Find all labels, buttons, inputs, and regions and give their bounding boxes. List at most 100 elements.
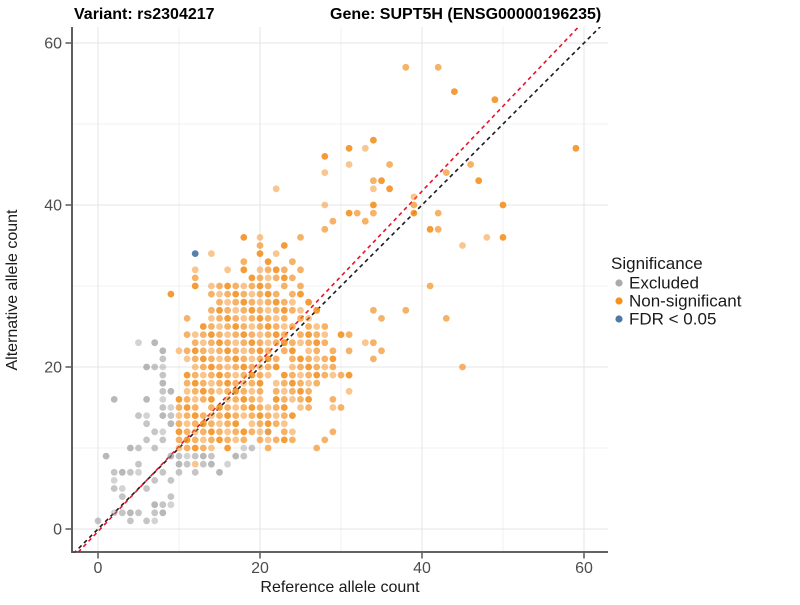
data-point (280, 428, 288, 436)
data-point (272, 379, 280, 387)
data-point (94, 517, 102, 525)
data-point (289, 274, 296, 282)
data-point (199, 396, 207, 403)
data-point (159, 509, 167, 517)
data-point (256, 387, 264, 395)
data-point (305, 315, 312, 322)
data-point (386, 161, 393, 168)
data-point (305, 379, 312, 387)
data-point (256, 274, 264, 282)
data-point (410, 209, 418, 217)
data-point (232, 282, 240, 290)
data-point (110, 396, 118, 403)
data-point (370, 339, 377, 347)
data-point (272, 396, 280, 403)
data-point (167, 420, 175, 428)
data-point (264, 436, 272, 444)
data-point (321, 225, 329, 233)
data-point (110, 468, 118, 476)
data-point (159, 396, 167, 403)
data-point (280, 371, 288, 379)
data-point (183, 371, 191, 379)
data-point (216, 363, 223, 371)
data-point (272, 315, 280, 322)
data-point (224, 339, 232, 347)
data-point (240, 258, 248, 266)
data-point (264, 412, 272, 419)
x-tick-label: 40 (413, 560, 431, 577)
data-point (216, 387, 223, 395)
data-point (264, 315, 272, 322)
data-point (175, 347, 183, 355)
data-point (240, 428, 248, 436)
data-point (248, 274, 256, 282)
reference-line-fit (76, 27, 580, 553)
data-point (305, 347, 312, 355)
data-point (434, 225, 442, 233)
data-point (191, 420, 199, 428)
data-point (208, 315, 215, 322)
data-point (159, 428, 167, 436)
data-point (256, 379, 264, 387)
data-point (208, 379, 215, 387)
data-point (256, 363, 264, 371)
data-point (224, 404, 232, 411)
data-point (410, 201, 418, 209)
data-point (199, 444, 207, 452)
plot-title-gene: Gene: SUPT5H (ENSG00000196235) (330, 6, 601, 23)
data-point (434, 63, 442, 71)
data-point (208, 452, 215, 460)
data-point (224, 355, 232, 363)
data-point (143, 396, 151, 403)
data-point (256, 436, 264, 444)
data-point (321, 363, 329, 371)
data-point (143, 420, 151, 428)
data-point (410, 193, 418, 201)
legend-marker (615, 279, 623, 287)
data-point (102, 452, 110, 460)
data-point (183, 412, 191, 419)
data-point (378, 347, 385, 355)
data-point (199, 387, 207, 395)
data-point (329, 371, 337, 379)
data-point (191, 452, 199, 460)
data-point (126, 517, 134, 525)
data-point (264, 444, 272, 452)
data-point (159, 363, 167, 371)
data-point (370, 306, 377, 314)
data-point (232, 436, 240, 444)
data-point (232, 355, 240, 363)
data-point (337, 371, 345, 379)
data-point (159, 404, 167, 411)
data-point (191, 347, 199, 355)
data-point (183, 452, 191, 460)
data-point (321, 323, 329, 330)
x-tick-label: 60 (575, 560, 593, 577)
data-point (232, 420, 240, 428)
data-point (256, 306, 264, 314)
data-point (183, 404, 191, 411)
data-point (126, 444, 134, 452)
data-point (224, 387, 232, 395)
data-point (321, 169, 329, 177)
data-point (118, 493, 126, 500)
data-point (199, 355, 207, 363)
data-point (208, 371, 215, 379)
data-point (264, 371, 272, 379)
data-point (143, 363, 151, 371)
data-point (199, 436, 207, 444)
data-point (264, 258, 272, 266)
data-point (272, 323, 280, 330)
data-point (159, 387, 167, 395)
data-point (151, 509, 159, 517)
data-point (199, 323, 207, 330)
data-point (191, 282, 199, 290)
data-point (370, 201, 377, 209)
data-point (370, 185, 377, 193)
data-point (297, 339, 304, 347)
data-point (313, 379, 321, 387)
data-point (159, 371, 167, 379)
data-point (208, 282, 215, 290)
